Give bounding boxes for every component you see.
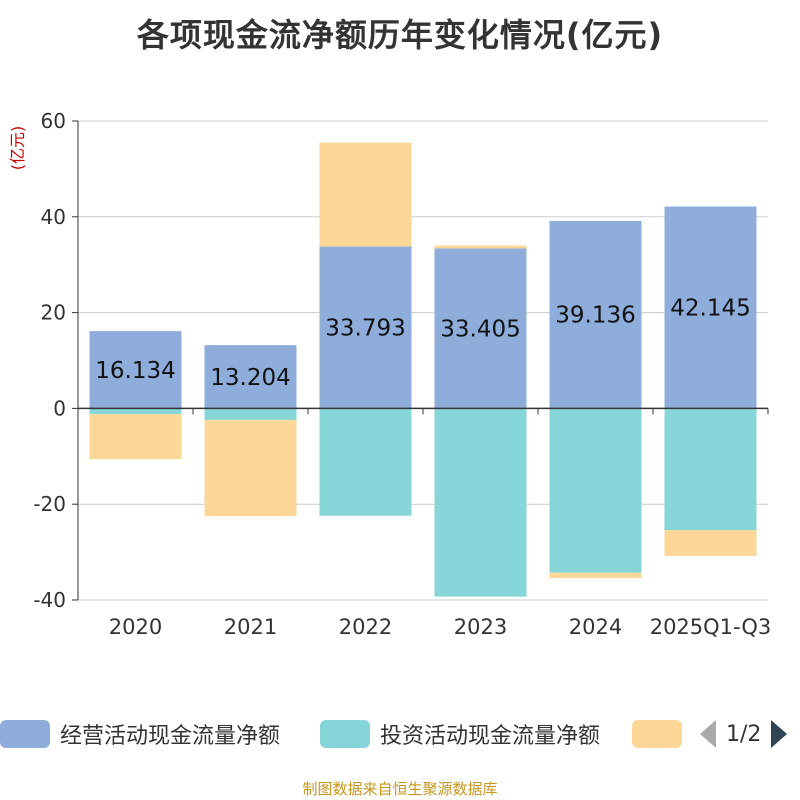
legend-prev-page-icon[interactable]: [700, 720, 716, 748]
legend-item-operating[interactable]: 经营活动现金流量净额: [0, 716, 280, 752]
bar-financing-2023: [434, 245, 527, 249]
bar-value-label: 16.134: [95, 358, 175, 384]
legend-label-investing: 投资活动现金流量净额: [380, 724, 601, 749]
legend-item-investing[interactable]: 投资活动现金流量净额: [320, 716, 600, 752]
y-tick-label: -40: [33, 588, 66, 612]
bar-operating-2024: [549, 220, 642, 409]
x-tick-label: 2022: [339, 615, 392, 639]
y-tick-label: 0: [53, 396, 66, 420]
bar-financing-2021: [204, 419, 297, 517]
y-axis-unit-label: (亿元): [8, 126, 27, 171]
legend: 经营活动现金流量净额 投资活动现金流量净额: [0, 716, 800, 752]
bar-investing-2021: [204, 408, 297, 420]
bar-chart: (亿元) 60 40 20 0 -20 -40 16.134 2020 13.204 2021 33…: [8, 109, 772, 639]
bar-value-label: 42.145: [670, 295, 750, 321]
y-tick-label: 20: [41, 301, 66, 325]
legend-swatch-financing: [632, 720, 682, 748]
legend-swatch-investing: [320, 720, 370, 748]
bar-financing-2024: [549, 572, 642, 578]
bar-operating-2020: [89, 331, 182, 409]
bar-operating-2022: [319, 246, 412, 409]
x-tick-label: 2023: [454, 615, 507, 639]
data-source-note: 制图数据来自恒生聚源数据库: [302, 780, 498, 798]
legend-pager: 1/2: [700, 716, 788, 752]
bar-value-label: 39.136: [555, 303, 635, 329]
bar-investing-2022: [319, 408, 412, 516]
bar-investing-2024: [549, 408, 642, 573]
bar-financing-2022: [319, 142, 412, 247]
legend-next-page-icon[interactable]: [771, 720, 788, 748]
x-tick-label: 2024: [569, 615, 622, 639]
bar-operating-2023: [434, 248, 527, 409]
bar-operating-2025Q1-Q3: [664, 206, 757, 409]
y-tick-label: 40: [41, 205, 66, 229]
legend-swatch-operating: [0, 720, 50, 748]
legend-page-indicator: 1/2: [726, 721, 762, 747]
y-tick-label: -20: [33, 492, 66, 516]
x-tick-label: 2021: [224, 615, 277, 639]
bar-investing-2025Q1-Q3: [664, 408, 757, 531]
x-tick-label: 2025Q1-Q3: [650, 615, 772, 639]
y-tick-label: 60: [41, 109, 66, 133]
bar-value-label: 33.793: [325, 315, 405, 341]
bar-investing-2020: [89, 408, 182, 415]
bar-operating-2021: [204, 345, 297, 409]
bar-investing-2023: [434, 408, 527, 597]
bar-financing-2025Q1-Q3: [664, 530, 757, 556]
legend-item-financing[interactable]: [632, 716, 682, 752]
chart-title: 各项现金流净额历年变化情况(亿元): [136, 16, 664, 54]
legend-label-operating: 经营活动现金流量净额: [60, 724, 281, 749]
bar-financing-2020: [89, 414, 182, 460]
bar-value-label: 33.405: [440, 316, 520, 342]
x-tick-label: 2020: [109, 615, 162, 639]
bar-value-label: 13.204: [210, 365, 290, 391]
